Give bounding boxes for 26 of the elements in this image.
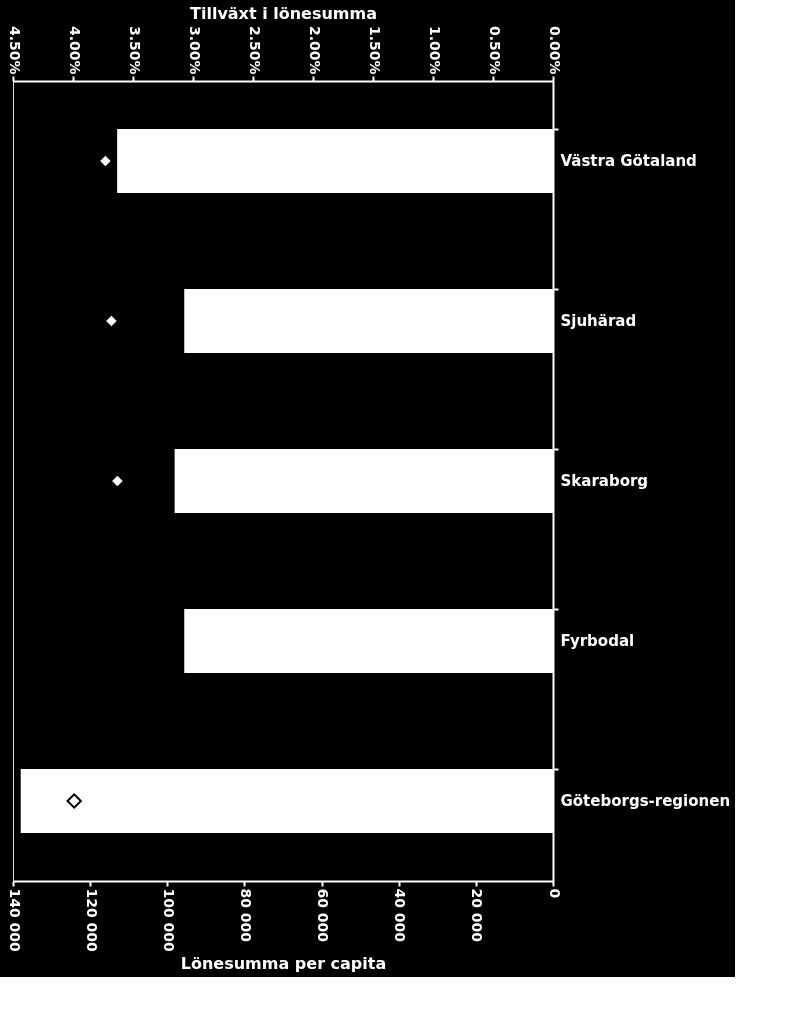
- y-tick-label: Västra Götaland: [560, 152, 697, 170]
- x2-tick-label: 4.00%: [66, 25, 83, 75]
- x-tick-label: 0: [546, 888, 563, 899]
- x2-tick-label: 2.50%: [246, 25, 263, 75]
- x2-tick-label: 3.00%: [186, 25, 203, 75]
- point: [66, 793, 82, 809]
- y-tick-label: Göteborgs-regionen: [560, 792, 731, 810]
- x2-tick-label: 0.00%: [546, 25, 563, 75]
- x-tick-label: 80 000: [237, 888, 254, 943]
- x-axis-title: Lönesumma per capita: [180, 953, 387, 973]
- x2-axis-title: Tillväxt i lönesumma: [190, 3, 377, 23]
- x2-tick-label: 1.00%: [426, 25, 443, 75]
- y-tick-label: Sjuhärad: [560, 312, 637, 330]
- x-tick-label: 40 000: [392, 888, 409, 943]
- x2-tick-label: 2.00%: [306, 25, 323, 75]
- x-tick-label: 140 000: [6, 888, 23, 953]
- x-tick-label: 20 000: [469, 888, 486, 943]
- x2-tick-label: 3.50%: [126, 25, 143, 75]
- x-tick-label: 120 000: [83, 888, 100, 953]
- y-tick-label: Fyrbodal: [560, 632, 635, 650]
- x2-tick-label: 4.50%: [6, 25, 23, 75]
- x2-tick-label: 1.50%: [366, 25, 383, 75]
- x2-tick-label: 0.50%: [486, 25, 503, 75]
- y-tick-label: Skaraborg: [560, 472, 649, 490]
- x-tick-label: 60 000: [315, 888, 332, 943]
- x-tick-label: 100 000: [160, 888, 177, 953]
